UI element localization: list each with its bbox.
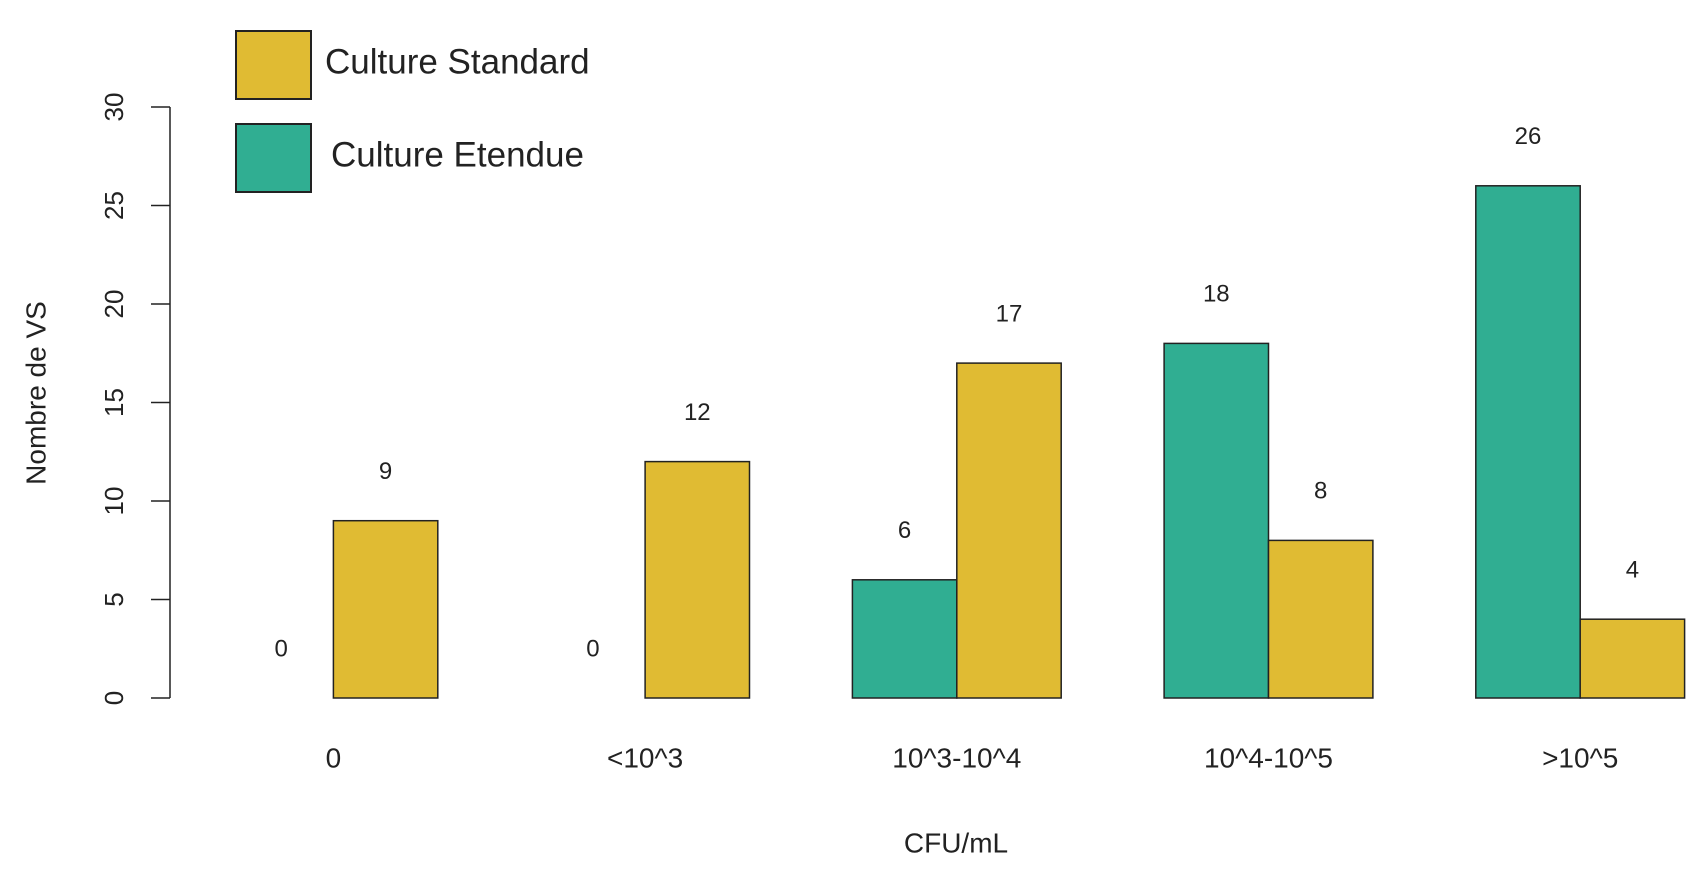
legend-label: Culture Standard: [325, 42, 590, 81]
x-tick-label: >10^5: [1542, 742, 1618, 773]
x-axis-title: CFU/mL: [904, 827, 1008, 858]
bar: [1579, 618, 1686, 699]
y-tick-label: 5: [99, 592, 129, 606]
value-label: 17: [996, 300, 1023, 327]
x-tick-label: 10^4-10^5: [1204, 742, 1333, 773]
bar: [1267, 539, 1374, 699]
x-tick-label: 0: [326, 742, 342, 773]
bar: [1475, 185, 1581, 699]
y-tick-label: 25: [99, 191, 129, 220]
y-tick-label: 20: [99, 290, 129, 319]
legend-label: Culture Etendue: [331, 135, 584, 174]
value-label: 4: [1626, 557, 1639, 584]
y-tick-label: 30: [99, 93, 129, 122]
bar: [851, 579, 958, 699]
legend-swatch: [235, 30, 312, 100]
value-label: 26: [1515, 123, 1542, 150]
y-tick-label: 0: [99, 691, 129, 705]
value-label: 12: [684, 399, 711, 426]
value-label: 8: [1314, 478, 1327, 505]
legend-swatch: [235, 123, 312, 193]
bar: [332, 519, 439, 699]
value-label: 0: [275, 635, 288, 662]
bar: [644, 460, 751, 699]
bar: [1163, 342, 1270, 699]
x-tick-label: <10^3: [607, 742, 683, 773]
y-tick-label: 15: [99, 388, 129, 417]
bar: [956, 362, 1062, 699]
y-axis-title: Nombre de VS: [20, 301, 51, 485]
value-label: 6: [898, 517, 911, 544]
value-label: 18: [1203, 281, 1230, 308]
x-tick-label: 10^3-10^4: [892, 742, 1021, 773]
y-tick-label: 10: [99, 487, 129, 516]
value-label: 0: [586, 635, 599, 662]
value-label: 9: [379, 458, 392, 485]
